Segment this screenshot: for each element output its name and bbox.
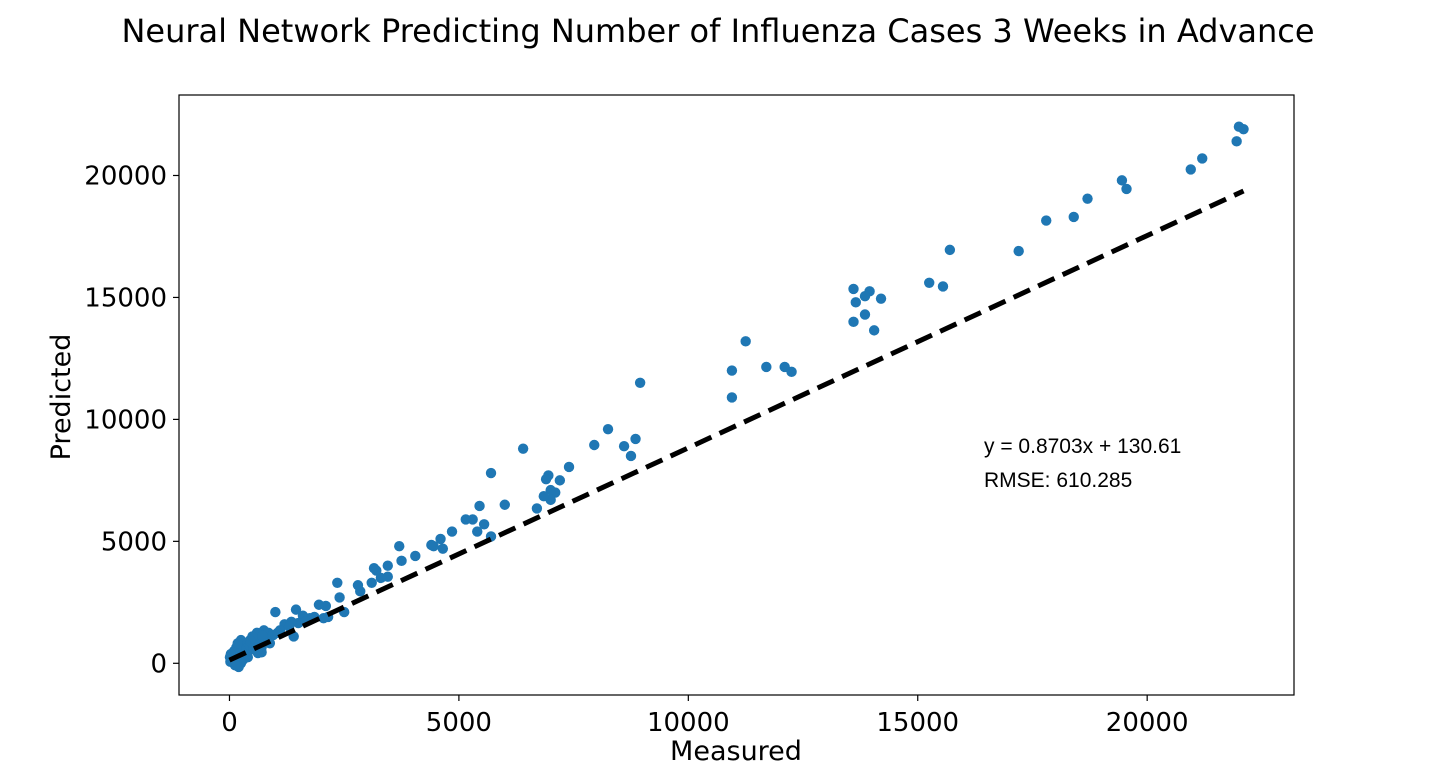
data-point (332, 577, 343, 589)
data-point (589, 439, 600, 451)
data-point (426, 539, 437, 551)
y-tick-label: 15000 (84, 283, 167, 313)
data-point (531, 503, 543, 514)
data-point (848, 283, 859, 295)
x-tick-label: 5000 (426, 708, 492, 738)
data-point (499, 499, 510, 510)
data-point (630, 433, 641, 445)
rmse-annotation: RMSE: 610.285 (984, 469, 1132, 492)
data-point (229, 660, 241, 671)
data-point (232, 638, 243, 649)
data-point (474, 500, 485, 512)
data-point (257, 630, 268, 642)
x-axis: 0 5000 10000 15000 20000 (221, 695, 1189, 738)
data-point (460, 514, 471, 525)
data-point (859, 291, 871, 302)
data-point (859, 309, 871, 320)
data-point (545, 484, 556, 496)
data-point (850, 297, 862, 308)
x-tick-label: 10000 (647, 708, 730, 738)
data-point (485, 467, 497, 479)
data-point (563, 461, 575, 473)
data-point (540, 473, 552, 485)
data-point (538, 491, 549, 502)
data-point (1197, 153, 1208, 164)
data-point (1238, 123, 1249, 135)
data-point (352, 580, 364, 591)
data-point (517, 443, 529, 454)
data-point (366, 577, 377, 589)
data-point (1068, 211, 1079, 223)
data-point (625, 450, 637, 462)
data-point (1116, 175, 1128, 186)
fit-line (228, 188, 1245, 663)
data-point (446, 526, 458, 537)
data-point (944, 244, 956, 256)
data-point (318, 612, 329, 624)
y-tick-label: 10000 (84, 405, 167, 435)
data-point (937, 281, 949, 292)
data-point (368, 562, 380, 574)
data-point (924, 277, 935, 289)
y-axis-label: Predicted (46, 334, 77, 461)
data-point (1041, 215, 1052, 226)
x-tick-label: 15000 (876, 708, 959, 738)
data-point (435, 533, 446, 545)
data-point (478, 519, 490, 530)
data-point (313, 599, 325, 610)
data-point (472, 526, 483, 537)
data-point (1013, 245, 1024, 257)
data-point (726, 365, 738, 376)
data-point (848, 316, 859, 328)
data-point (554, 475, 566, 486)
data-point (290, 604, 302, 615)
data-point (618, 441, 630, 452)
data-point (1231, 136, 1242, 147)
data-point (382, 560, 393, 571)
data-point (875, 293, 887, 304)
data-point (761, 361, 772, 373)
y-tick-label: 0 (150, 649, 167, 679)
data-point (1121, 183, 1132, 195)
y-axis: 0 5000 10000 15000 20000 (84, 161, 179, 679)
data-point (396, 555, 407, 567)
data-point (394, 541, 405, 552)
equation-annotation: y = 0.8703x + 130.61 (984, 435, 1181, 458)
data-point (868, 325, 880, 336)
data-point (410, 550, 421, 562)
data-point (437, 543, 449, 554)
data-point (334, 592, 345, 603)
data-point (740, 336, 751, 347)
data-point (726, 392, 738, 403)
x-tick-label: 0 (221, 708, 238, 738)
plot-frame (178, 94, 1295, 696)
data-point (1082, 193, 1093, 204)
x-tick-label: 20000 (1106, 708, 1189, 738)
data-point (634, 377, 646, 389)
chart-title: Neural Network Predicting Number of Infl… (121, 12, 1314, 50)
data-point (779, 361, 790, 373)
y-tick-label: 20000 (84, 161, 167, 191)
data-point (270, 606, 281, 618)
data-point (1185, 164, 1196, 175)
data-point (602, 423, 614, 435)
x-axis-label: Measured (670, 736, 802, 767)
y-tick-label: 5000 (101, 527, 167, 557)
